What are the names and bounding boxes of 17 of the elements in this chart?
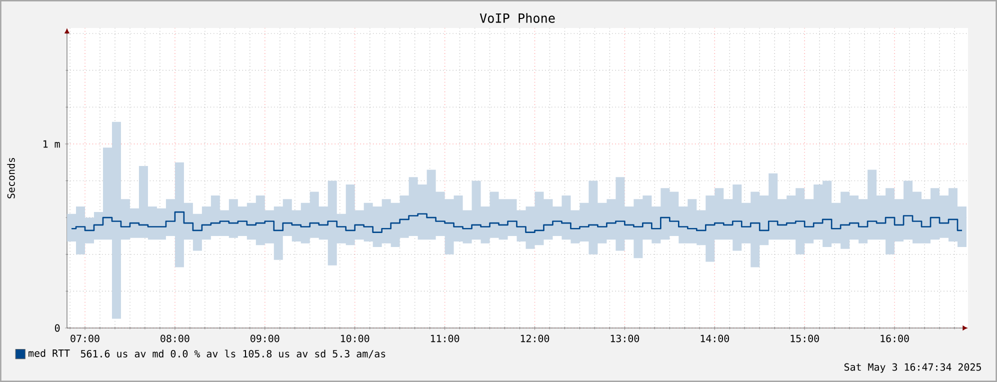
x-tick-label: 10:00 [341,334,370,342]
x-tick-label: 08:00 [160,334,190,342]
x-tick-label: 12:00 [520,334,550,342]
chart-title: VoIP Phone [480,13,555,23]
y-tick-label: 0 [54,324,60,332]
legend-label: med RTT [28,349,70,357]
x-tick-label: 13:00 [610,334,640,342]
text: Sat May 3 16:47:34 2025 [844,363,981,373]
x-tick-label: 14:00 [700,334,729,342]
y-axis-title: Seconds [7,158,15,198]
x-tick-label: 07:00 [70,334,100,342]
x-tick-label: 16:00 [880,334,909,342]
x-tick-label: 15:00 [790,334,819,342]
y-tick-label: 1 m [44,140,60,148]
x-tick-label: 11:00 [430,334,460,342]
text: 561.6 us av md 0.0 % av ls 105.8 us av sd 5.3 am/as [80,350,386,358]
x-tick-label: 09:00 [250,334,280,342]
